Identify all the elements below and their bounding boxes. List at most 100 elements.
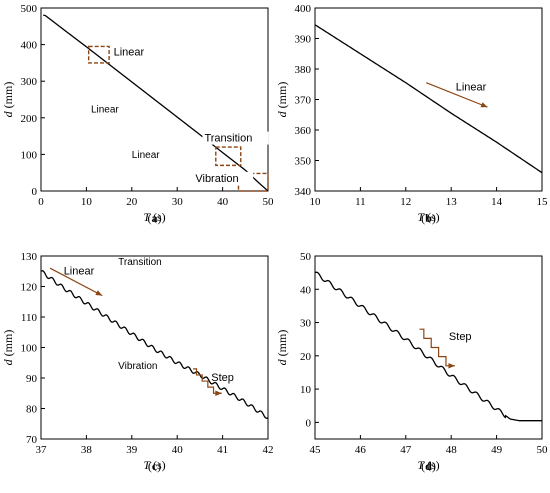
x-tick-label: 50 [263,196,275,208]
y-tick-label: 130 [21,251,38,263]
annotation-arrowhead [95,290,103,296]
x-tick-label: 46 [355,444,367,456]
y-tick-label: 40 [300,284,312,296]
y-tick-label: 200 [21,113,38,125]
panel-label: (a) [148,211,162,225]
annotation-label: Step [211,372,234,384]
step-arrowhead [448,363,455,369]
x-tick-label: 47 [400,444,412,456]
annotation-label-bg [111,45,153,59]
x-tick-label: 14 [491,196,503,208]
x-tick-label: 40 [172,444,184,456]
step-icon [193,368,222,394]
y-tick-label: 110 [21,312,38,324]
y-tick-label: 20 [300,351,312,363]
annotation-label-bg [193,171,254,185]
y-tick-label: 400 [295,3,312,15]
x-tick-label: 38 [81,444,93,456]
x-tick-label: 15 [537,196,549,208]
x-tick-label: 13 [446,196,458,208]
annotation-step: Step [419,328,472,369]
annotation-arrow [49,267,103,297]
x-axis-label: T (s) [143,458,165,472]
y-axis-label: d (mm) [1,82,15,118]
annotation-box [87,45,110,64]
y-tick-label: 380 [295,64,312,76]
y-tick-label: 340 [295,186,312,198]
faint-label: Linear [132,150,160,161]
y-tick-label: 0 [306,417,312,429]
panel-label: (b) [421,211,436,225]
x-tick-label: 50 [537,444,549,456]
x-tick-label: 20 [126,196,138,208]
x-tick-label: 42 [263,444,274,456]
annotation-vibration: Vibration [193,171,269,192]
annotation-label-bg [202,131,269,145]
annotation-transition: Transition [202,131,269,167]
y-axis-label: d (mm) [1,330,15,366]
y-tick-label: 500 [21,3,38,15]
panel-label: (c) [148,459,161,473]
plot-frame [40,7,269,192]
series-line [40,270,269,419]
y-axis-label: d (mm) [275,82,289,118]
y-tick-label: 390 [295,34,312,46]
y-tick-label: 400 [21,40,38,52]
y-tick-label: 80 [26,404,38,416]
panel-label: (d) [421,459,436,473]
series-line [314,24,543,174]
x-tick-label: 11 [355,196,366,208]
y-tick-label: 350 [295,156,312,168]
y-tick-label: 100 [21,343,38,355]
y-tick-label: 0 [32,186,38,198]
plot-frame [314,7,543,192]
x-tick-label: 48 [446,444,458,456]
annotation-arrowhead [480,102,488,108]
y-tick-label: 100 [21,149,38,161]
annotation-linear: Linear [426,81,488,108]
series-line [314,271,542,422]
x-tick-label: 41 [217,444,228,456]
x-tick-label: 0 [38,196,44,208]
annotation-label: Linear [114,47,145,59]
annotation-step: Step [193,368,234,396]
annotation-linear: Linear [87,45,153,64]
y-tick-label: 10 [300,384,312,396]
x-axis-label: T (s) [143,210,165,224]
step-icon [419,328,455,367]
y-axis-label: d (mm) [275,330,289,366]
faint-label: Vibration [118,361,157,372]
y-tick-label: 70 [26,434,38,446]
x-tick-label: 10 [81,196,93,208]
annotation-label: Step [449,331,472,343]
y-tick-label: 300 [21,76,38,88]
y-tick-label: 360 [295,125,312,137]
x-tick-label: 39 [126,444,138,456]
x-tick-label: 30 [172,196,184,208]
x-tick-label: 12 [400,196,411,208]
annotation-box [215,146,242,167]
step-arrowhead [215,390,222,396]
y-tick-label: 370 [295,95,312,107]
series-line [43,14,269,192]
annotation-label: Linear [64,265,95,277]
x-tick-label: 49 [491,444,503,456]
y-tick-label: 30 [300,318,312,330]
x-axis-label: T (s) [417,210,439,224]
annotation-linear: Linear [49,265,103,297]
x-tick-label: 37 [36,444,48,456]
annotation-label: Linear [456,81,487,93]
faint-label: Linear [91,104,119,115]
y-tick-label: 90 [26,373,38,385]
faint-label: Transition [118,257,162,268]
annotation-label: Vibration [195,173,238,185]
x-tick-label: 40 [217,196,229,208]
x-tick-label: 10 [310,196,322,208]
y-tick-label: 120 [21,282,38,294]
annotation-label: Transition [204,133,252,145]
x-tick-label: 45 [310,444,322,456]
y-tick-label: 50 [300,251,312,263]
x-axis-label: T (s) [417,458,439,472]
annotation-arrow [426,82,488,108]
